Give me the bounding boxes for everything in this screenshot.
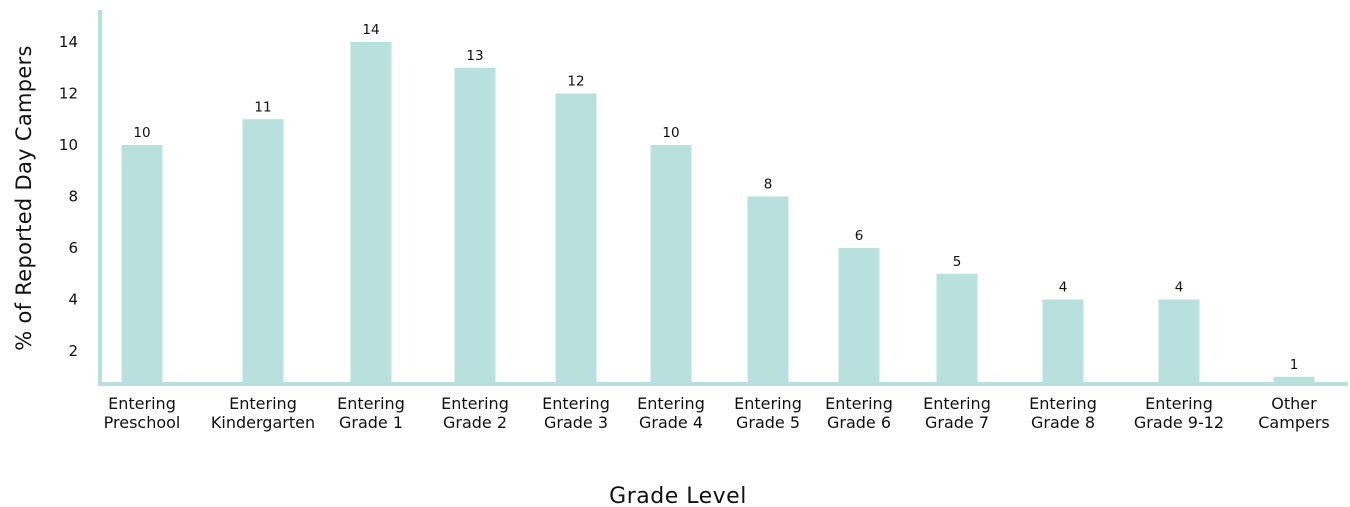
x-category-label: Entering (108, 394, 176, 413)
x-category-label: Entering (337, 394, 405, 413)
x-category-label: Entering (923, 394, 991, 413)
x-category-label: Grade 5 (736, 413, 800, 432)
data-labels-group: 10 11 14 13 12 10 8 6 5 4 4 1 (133, 22, 1298, 373)
y-axis-line (98, 10, 102, 386)
bar (747, 196, 789, 386)
data-label: 13 (466, 48, 483, 64)
y-tick-label: 10 (59, 136, 78, 154)
data-label: 8 (764, 177, 773, 193)
bar (350, 42, 392, 386)
x-category-label: Preschool (104, 413, 181, 432)
x-category-label: Entering (441, 394, 509, 413)
bar (555, 93, 597, 386)
axes-group (98, 10, 1348, 386)
x-category-label: Entering (542, 394, 610, 413)
y-ticks-group: 2 4 6 8 10 12 14 (59, 33, 78, 360)
bars-group (121, 42, 1315, 386)
data-label: 14 (362, 22, 379, 38)
data-label: 5 (953, 254, 962, 270)
bar (936, 273, 978, 386)
x-category-label: Entering (825, 394, 893, 413)
y-axis-title: % of Reported Day Campers (12, 45, 36, 351)
bar (454, 67, 496, 386)
x-axis-title: Grade Level (609, 484, 747, 507)
data-label: 10 (662, 125, 679, 141)
y-tick-label: 6 (68, 239, 78, 257)
x-category-label: Other (1271, 394, 1317, 413)
bar (1273, 376, 1315, 386)
y-tick-label: 2 (68, 342, 78, 360)
data-label: 1 (1290, 357, 1299, 373)
data-label: 12 (567, 74, 584, 90)
x-category-label: Grade 7 (925, 413, 989, 432)
x-category-label: Entering (229, 394, 297, 413)
y-tick-label: 8 (68, 188, 78, 206)
x-category-label: Grade 1 (339, 413, 403, 432)
x-category-label: Kindergarten (211, 413, 315, 432)
y-tick-label: 12 (59, 85, 78, 103)
data-label: 4 (1175, 280, 1184, 296)
x-category-label: Campers (1258, 413, 1329, 432)
data-label: 11 (254, 99, 271, 115)
x-category-labels-group: EnteringPreschoolEnteringKindergartenEnt… (104, 394, 1330, 432)
x-category-label: Grade 8 (1031, 413, 1095, 432)
x-category-label: Grade 4 (639, 413, 703, 432)
x-category-label: Entering (734, 394, 802, 413)
bar (1158, 299, 1200, 386)
bar (650, 145, 692, 386)
data-label: 10 (133, 125, 150, 141)
x-axis-line (98, 382, 1348, 386)
bar (121, 145, 163, 386)
bar (838, 248, 880, 386)
x-category-label: Entering (1145, 394, 1213, 413)
bar (242, 119, 284, 386)
x-category-label: Entering (637, 394, 705, 413)
bar (1042, 299, 1084, 386)
x-category-label: Grade 9-12 (1134, 413, 1224, 432)
x-category-label: Grade 6 (827, 413, 891, 432)
x-category-label: Entering (1029, 394, 1097, 413)
x-category-label: Grade 2 (443, 413, 507, 432)
data-label: 4 (1059, 280, 1068, 296)
y-tick-label: 14 (59, 33, 78, 51)
y-tick-label: 4 (68, 291, 78, 309)
x-category-label: Grade 3 (544, 413, 608, 432)
data-label: 6 (855, 228, 864, 244)
